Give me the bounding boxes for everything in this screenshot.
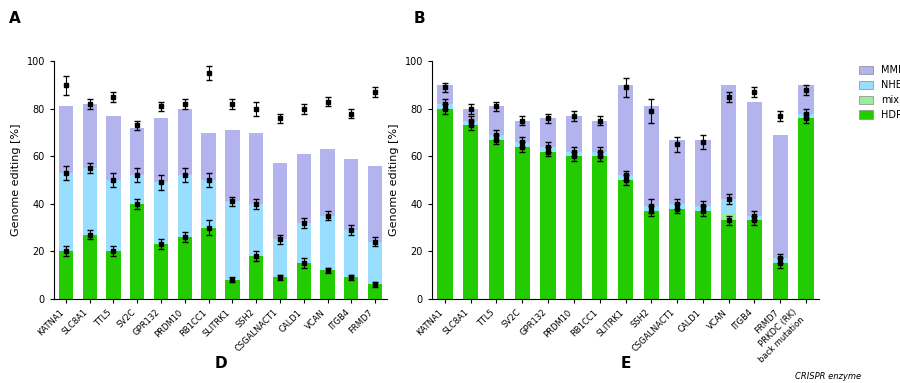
Bar xyxy=(344,277,358,299)
Bar xyxy=(273,277,287,299)
Bar xyxy=(515,147,530,299)
Bar xyxy=(273,164,287,239)
Bar xyxy=(463,121,479,125)
Bar xyxy=(617,180,634,299)
Bar xyxy=(515,142,530,147)
Bar xyxy=(273,239,287,277)
Bar xyxy=(721,85,736,199)
Bar xyxy=(437,109,453,299)
Bar xyxy=(747,216,762,220)
Bar xyxy=(58,173,73,251)
Bar xyxy=(249,133,264,204)
Bar xyxy=(670,204,685,208)
Bar xyxy=(798,85,814,113)
Bar xyxy=(489,106,504,135)
Bar xyxy=(297,154,310,223)
Bar xyxy=(772,263,788,299)
Bar xyxy=(106,116,121,180)
Bar xyxy=(798,118,814,299)
Bar xyxy=(177,109,192,175)
Bar xyxy=(540,147,556,152)
Legend: MMEJ (min. 2bp, NHEJ, mix, HDR: MMEJ (min. 2bp, NHEJ, mix, HDR xyxy=(855,61,900,124)
Bar xyxy=(695,206,711,211)
Bar xyxy=(592,156,608,299)
Bar xyxy=(515,121,530,142)
Bar xyxy=(83,104,97,168)
Bar xyxy=(566,152,581,156)
Bar xyxy=(721,199,736,213)
Bar xyxy=(540,118,556,147)
Bar xyxy=(617,85,634,175)
Bar xyxy=(130,128,144,175)
Bar xyxy=(202,180,216,228)
Text: B: B xyxy=(414,11,426,26)
Bar xyxy=(58,106,73,173)
Text: D: D xyxy=(214,356,227,371)
Bar xyxy=(154,182,168,244)
Bar xyxy=(566,116,581,152)
Bar xyxy=(225,201,239,280)
Bar xyxy=(130,204,144,299)
Bar xyxy=(83,235,97,299)
Bar xyxy=(747,220,762,299)
Bar xyxy=(644,106,659,206)
Bar xyxy=(695,140,711,206)
Bar xyxy=(617,175,634,180)
Bar xyxy=(489,135,504,140)
Y-axis label: Genome editing [%]: Genome editing [%] xyxy=(11,124,21,236)
Bar xyxy=(320,149,335,216)
Bar xyxy=(225,130,239,201)
Y-axis label: Genome editing [%]: Genome editing [%] xyxy=(389,124,399,236)
Bar xyxy=(463,109,479,121)
Text: E: E xyxy=(620,356,631,371)
Bar xyxy=(592,121,608,152)
Bar xyxy=(154,118,168,182)
Bar xyxy=(772,135,788,259)
Bar xyxy=(58,251,73,299)
Bar xyxy=(297,223,310,263)
Bar xyxy=(721,220,736,299)
Bar xyxy=(463,125,479,299)
Bar xyxy=(297,263,310,299)
Text: A: A xyxy=(9,11,21,26)
Bar xyxy=(798,113,814,118)
Text: CRISPR enzyme: CRISPR enzyme xyxy=(795,372,861,381)
Bar xyxy=(177,237,192,299)
Bar xyxy=(106,180,121,251)
Bar xyxy=(130,175,144,204)
Bar xyxy=(177,175,192,237)
Bar xyxy=(437,104,453,109)
Bar xyxy=(202,133,216,180)
Bar xyxy=(154,244,168,299)
Bar xyxy=(772,259,788,263)
Bar xyxy=(644,211,659,299)
Bar xyxy=(225,280,239,299)
Bar xyxy=(106,251,121,299)
Bar xyxy=(670,140,685,204)
Bar xyxy=(540,152,556,299)
Bar xyxy=(644,206,659,211)
Bar xyxy=(83,168,97,235)
Bar xyxy=(344,230,358,277)
Bar xyxy=(320,216,335,270)
Bar xyxy=(747,101,762,216)
Bar xyxy=(368,166,382,242)
Bar xyxy=(202,228,216,299)
Bar xyxy=(368,242,382,285)
Bar xyxy=(344,159,358,230)
Bar xyxy=(437,85,453,104)
Bar xyxy=(249,204,264,256)
Bar xyxy=(320,270,335,299)
Bar xyxy=(249,256,264,299)
Bar xyxy=(566,156,581,299)
Bar xyxy=(695,211,711,299)
Bar xyxy=(721,213,736,220)
Bar xyxy=(670,208,685,299)
Bar xyxy=(592,152,608,156)
Bar xyxy=(489,140,504,299)
Bar xyxy=(368,285,382,299)
